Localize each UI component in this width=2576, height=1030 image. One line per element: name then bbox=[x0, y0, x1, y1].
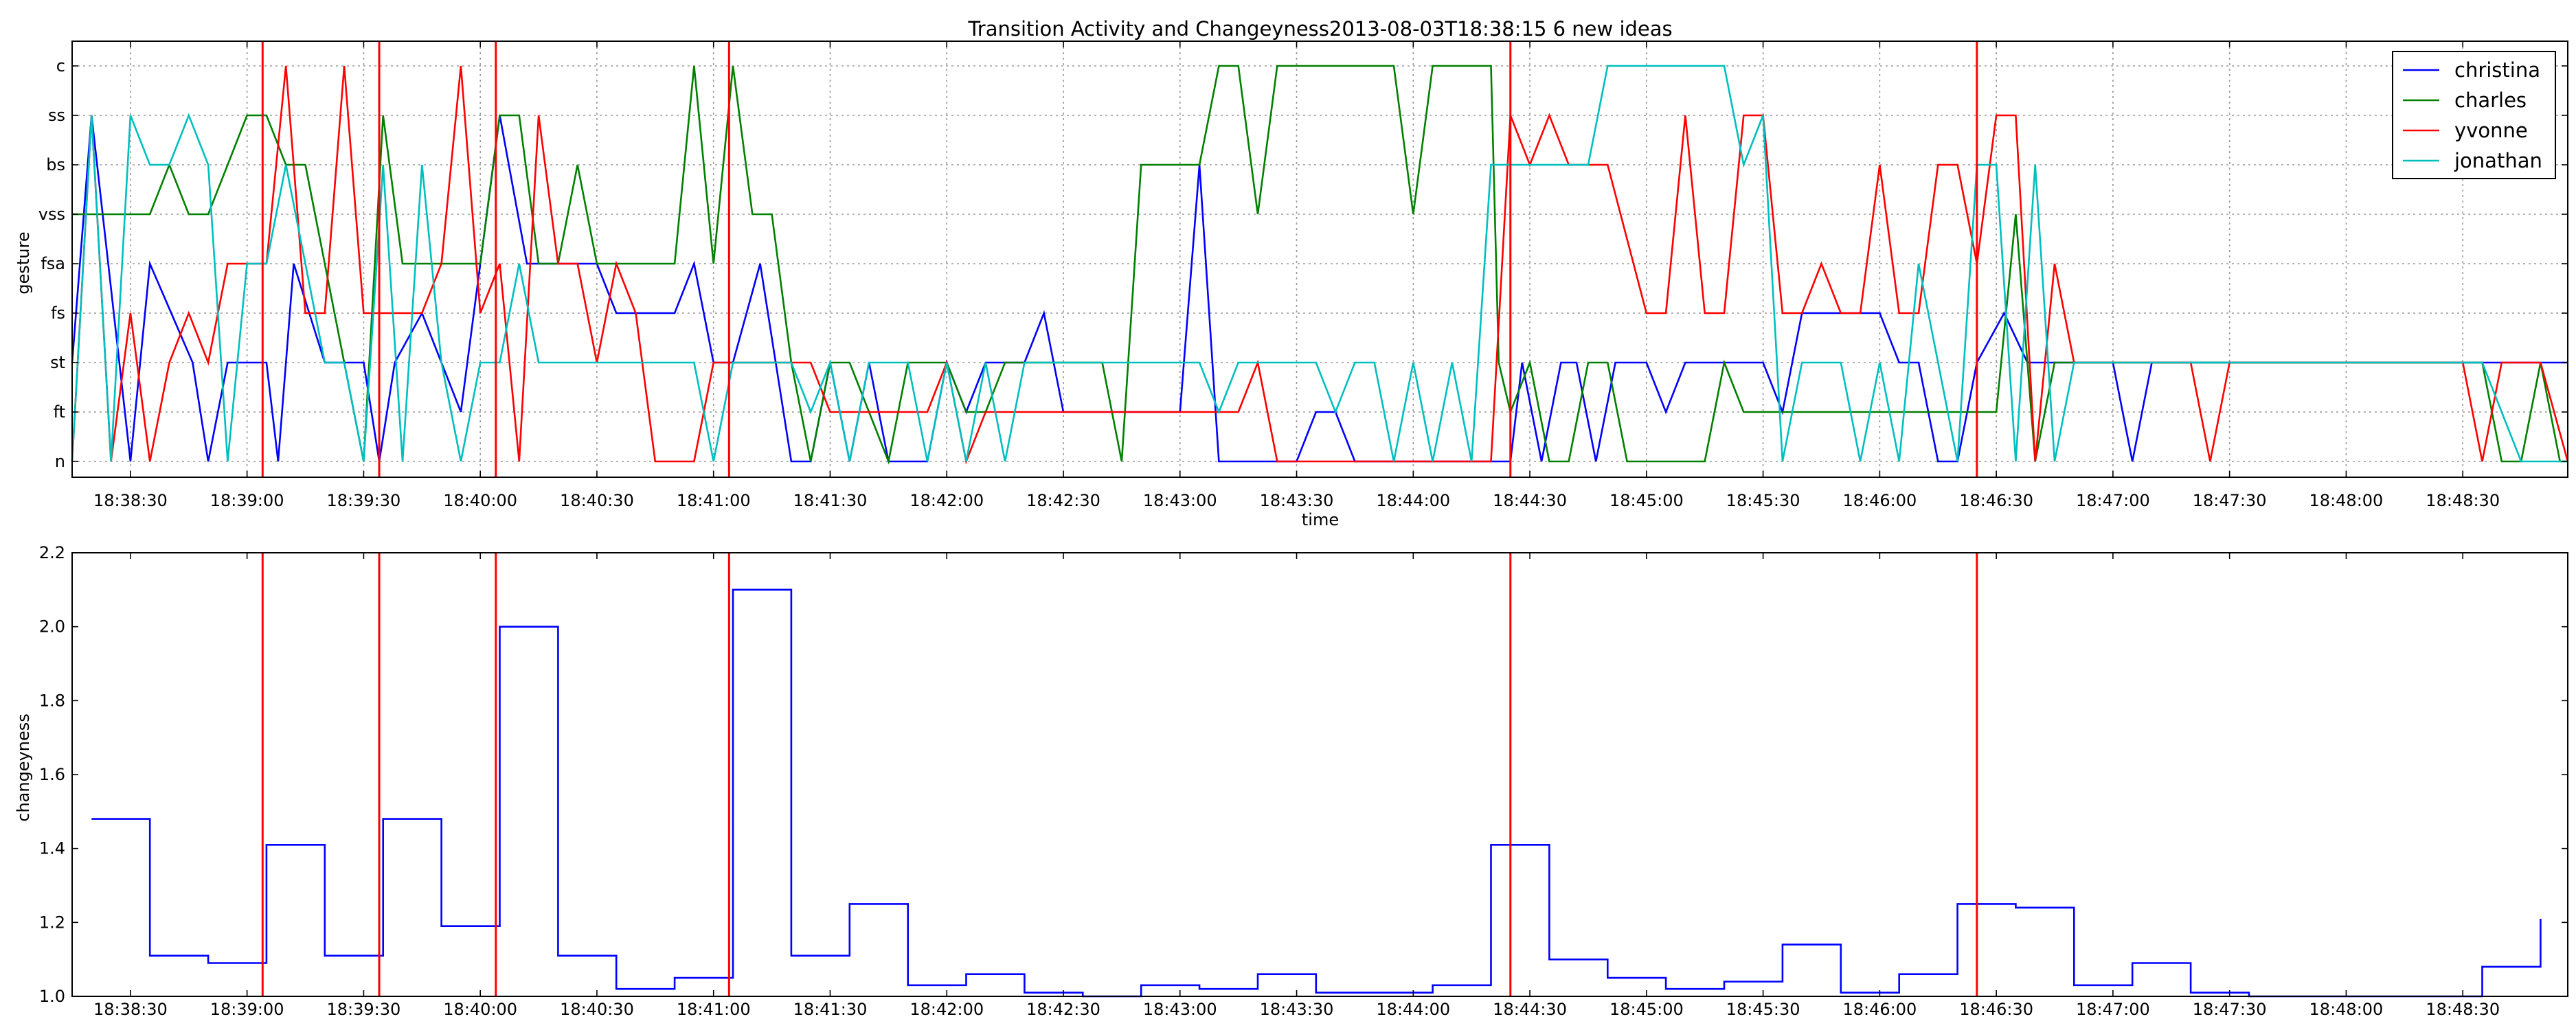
x-tick-label: 18:48:30 bbox=[2426, 1000, 2500, 1019]
y-tick-label: st bbox=[50, 353, 65, 372]
x-tick-label: 18:44:00 bbox=[1376, 1000, 1450, 1019]
y-tick-label: 1.0 bbox=[39, 987, 65, 1006]
x-tick-label: 18:46:00 bbox=[1842, 491, 1917, 510]
x-tick-label: 18:46:00 bbox=[1842, 1000, 1917, 1019]
x-tick-label: 18:38:30 bbox=[93, 491, 168, 510]
legend-label-christina: christina bbox=[2454, 58, 2540, 82]
legend-label-jonathan: jonathan bbox=[2454, 149, 2542, 172]
x-tick-label: 18:45:30 bbox=[1726, 1000, 1800, 1019]
y-tick-label: 2.0 bbox=[39, 617, 65, 637]
x-tick-label: 18:46:30 bbox=[1959, 1000, 2033, 1019]
chart-title: Transition Activity and Changeyness2013-… bbox=[967, 17, 1672, 41]
y-tick-label: vss bbox=[38, 205, 65, 224]
x-tick-label: 18:42:00 bbox=[909, 1000, 984, 1019]
series-line-jonathan bbox=[71, 65, 2568, 463]
legend-box bbox=[2392, 51, 2556, 179]
x-tick-label: 18:41:00 bbox=[677, 1000, 751, 1019]
x-tick-label: 18:41:30 bbox=[793, 1000, 868, 1019]
x-tick-label: 18:41:30 bbox=[793, 491, 868, 510]
plot-frame bbox=[71, 552, 2568, 997]
x-tick-label: 18:42:30 bbox=[1026, 1000, 1100, 1019]
x-tick-label: 18:47:30 bbox=[2193, 491, 2267, 510]
plot-frame bbox=[71, 41, 2568, 478]
series-line-christina bbox=[71, 115, 2568, 463]
x-tick-label: 18:45:30 bbox=[1726, 491, 1800, 510]
x-tick-label: 18:42:00 bbox=[909, 491, 984, 510]
x-tick-label: 18:44:30 bbox=[1493, 491, 1567, 510]
x-tick-label: 18:40:30 bbox=[560, 491, 634, 510]
x-tick-label: 18:39:30 bbox=[327, 491, 401, 510]
y-axis-label: gesture bbox=[14, 231, 33, 294]
y-tick-label: fsa bbox=[41, 254, 65, 273]
changeyness-chart: 1.0 1.2 1.4 1.6 1.8 2.0 2.2 18:38:30 18:39:00 18:… bbox=[39, 543, 2568, 1019]
legend-label-charles: charles bbox=[2454, 89, 2527, 112]
x-tick-label: 18:42:30 bbox=[1026, 491, 1100, 510]
x-tick-label: 18:48:00 bbox=[2309, 1000, 2384, 1019]
x-tick-label: 18:48:00 bbox=[2309, 491, 2384, 510]
x-tick-label: 18:45:00 bbox=[1609, 1000, 1684, 1019]
x-tick-label: 18:40:00 bbox=[443, 1000, 517, 1019]
x-tick-label: 18:47:00 bbox=[2076, 1000, 2150, 1019]
y-tick-label: 1.2 bbox=[39, 913, 65, 932]
x-tick-label: 18:43:30 bbox=[1260, 1000, 1334, 1019]
x-tick-label: 18:43:30 bbox=[1260, 491, 1334, 510]
x-tick-label: 18:44:00 bbox=[1376, 491, 1450, 510]
x-tick-label: 18:47:00 bbox=[2076, 491, 2150, 510]
x-tick-label: 18:38:30 bbox=[93, 1000, 168, 1019]
x-tick-label: 18:48:30 bbox=[2426, 491, 2500, 510]
gesture-chart: n ft st fs fsa vss bs ss c 18:38:30 18:39:00 18:39:… bbox=[38, 41, 2569, 510]
x-tick-label: 18:41:00 bbox=[677, 491, 751, 510]
y-tick-label: ss bbox=[48, 106, 65, 125]
y-tick-label: n bbox=[55, 452, 65, 471]
x-tick-label: 18:39:00 bbox=[210, 1000, 284, 1019]
x-tick-label: 18:44:30 bbox=[1493, 1000, 1567, 1019]
x-tick-label: 18:39:30 bbox=[327, 1000, 401, 1019]
y-tick-label: fs bbox=[51, 304, 65, 323]
y-tick-label: 1.6 bbox=[39, 765, 65, 784]
x-axis-label: time bbox=[1302, 510, 1339, 529]
legend-label-yvonne: yvonne bbox=[2454, 119, 2528, 142]
x-tick-label: 18:46:30 bbox=[1959, 491, 2033, 510]
x-tick-label: 18:43:00 bbox=[1143, 491, 1217, 510]
y-tick-label: 1.8 bbox=[39, 691, 65, 710]
x-tick-label: 18:45:00 bbox=[1609, 491, 1684, 510]
y-tick-label: 1.4 bbox=[39, 839, 65, 858]
y-tick-label: bs bbox=[46, 155, 65, 174]
y-tick-label: ft bbox=[54, 402, 65, 422]
y-tick-label: 2.2 bbox=[39, 543, 65, 562]
changeyness-line bbox=[91, 588, 2542, 998]
y-tick-label: c bbox=[56, 56, 65, 76]
x-tick-label: 18:39:00 bbox=[210, 491, 284, 510]
x-tick-label: 18:43:00 bbox=[1143, 1000, 1217, 1019]
x-tick-label: 18:40:30 bbox=[560, 1000, 634, 1019]
changeyness-axis-label: changeyness bbox=[14, 713, 33, 822]
x-tick-label: 18:40:00 bbox=[443, 491, 517, 510]
x-tick-label: 18:47:30 bbox=[2193, 1000, 2267, 1019]
